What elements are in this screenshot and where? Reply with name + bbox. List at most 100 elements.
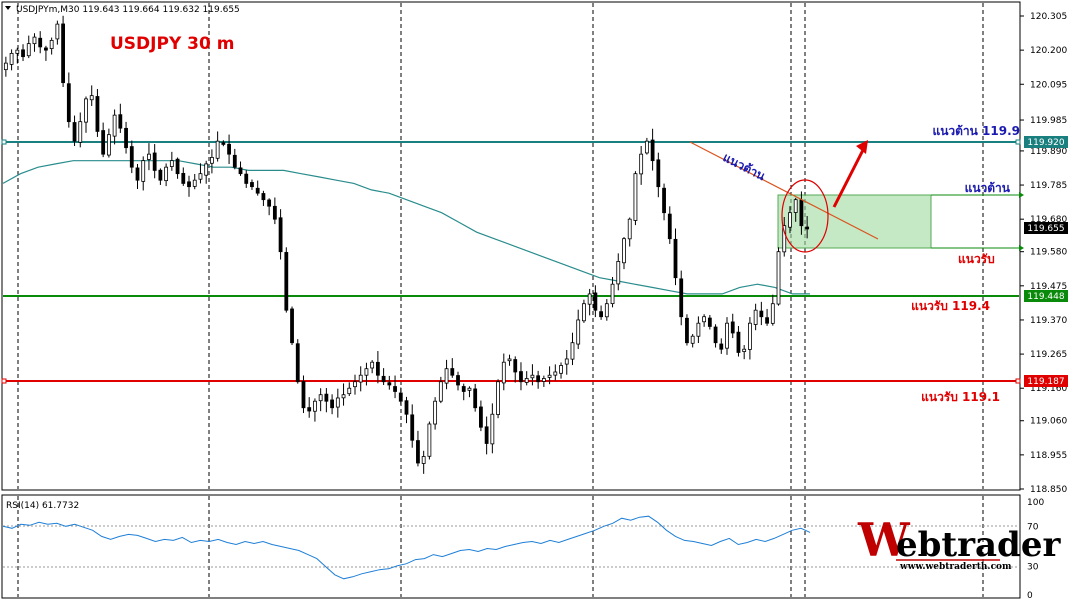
- candle-body: [175, 158, 180, 175]
- candle-body: [702, 316, 707, 323]
- webtrader-logo: W ebtrader www.webtraderth.com: [857, 513, 1061, 572]
- candle-body: [582, 303, 586, 322]
- moving-average-line: [2, 160, 810, 295]
- candle-body: [421, 456, 426, 464]
- price-tick-label: 119.785: [1030, 181, 1067, 191]
- candle-body: [444, 368, 449, 384]
- candle-body: [278, 217, 283, 253]
- support-low-handle[interactable]: [1, 378, 7, 384]
- rsi-level-lines: [3, 525, 1019, 568]
- candle-body: [313, 400, 317, 412]
- candle-body: [267, 199, 272, 207]
- candle-body: [553, 371, 558, 376]
- price-axis: 120.305 120.200 120.095 119.985 119.890 119.7…: [1020, 12, 1067, 495]
- candle-body: [301, 380, 306, 409]
- candle-body: [295, 343, 300, 383]
- price-tick-label: 120.200: [1030, 46, 1067, 56]
- symbol-info: USDJPYm,M30 119.643 119.664 119.632 119.…: [16, 5, 240, 15]
- candle-body: [685, 317, 689, 344]
- svg-text:119.448: 119.448: [1027, 292, 1064, 302]
- price-tick-label: 119.475: [1030, 282, 1067, 292]
- candle-body: [89, 95, 94, 101]
- rsi-tick-label: 0: [1027, 591, 1033, 601]
- current-price-tag: 119.655: [1024, 222, 1068, 234]
- price-tick-label: 118.850: [1030, 485, 1067, 495]
- rsi-panel-frame: [1, 494, 1021, 599]
- candle-body: [232, 154, 237, 168]
- resistance-handle-right[interactable]: [1015, 139, 1021, 145]
- highlight-ellipse: [781, 179, 829, 253]
- candle-body: [72, 122, 77, 142]
- candle-body: [187, 181, 191, 188]
- candle-body: [55, 23, 60, 40]
- candle-body: [347, 387, 352, 395]
- candle-body: [576, 319, 581, 345]
- candle-body: [490, 413, 495, 445]
- candle-body: [461, 386, 466, 392]
- candle-body: [616, 261, 621, 285]
- candle-body: [753, 309, 758, 325]
- candle-body: [501, 361, 506, 384]
- candle-body: [330, 399, 334, 409]
- collapse-triangle-icon[interactable]: [5, 6, 11, 10]
- candle-body: [370, 361, 375, 369]
- svg-text:119.920: 119.920: [1027, 138, 1064, 148]
- candle-body: [152, 152, 157, 171]
- candle-body: [398, 392, 403, 402]
- candle-body: [782, 225, 787, 253]
- candle-body: [742, 348, 747, 352]
- candle-body: [353, 381, 357, 388]
- candle-body: [416, 440, 420, 464]
- candle-body: [244, 173, 249, 184]
- resistance-handle[interactable]: [1, 139, 7, 145]
- candle-body: [255, 187, 260, 194]
- rsi-line: [2, 515, 811, 580]
- candle-body: [719, 343, 724, 350]
- rsi-axis: 100 70 30 0: [1027, 498, 1044, 601]
- rsi-tick-label: 30: [1027, 563, 1039, 573]
- candle-body: [341, 394, 346, 399]
- price-tick-label: 119.890: [1030, 147, 1067, 157]
- candle-body: [650, 139, 655, 162]
- candle-body: [799, 199, 804, 227]
- candle-body: [164, 166, 169, 182]
- candle-body: [759, 310, 764, 318]
- support-low-price-tag: 119.187: [1024, 375, 1068, 387]
- price-tick-label: 119.265: [1030, 350, 1067, 360]
- candle-body: [622, 238, 626, 264]
- candle-body: [748, 322, 752, 350]
- candle-body: [238, 167, 243, 175]
- candle-body: [776, 251, 781, 305]
- support-low-handle-right[interactable]: [1015, 378, 1021, 384]
- candle-body: [84, 98, 88, 123]
- candle-body: [530, 374, 535, 379]
- candle-body: [524, 378, 529, 383]
- candle-body: [141, 160, 146, 182]
- candle-body: [169, 160, 174, 167]
- candle-body: [290, 308, 294, 344]
- price-tick-label: 119.060: [1030, 417, 1067, 427]
- candle-body: [250, 182, 254, 188]
- candle-body: [438, 381, 443, 402]
- candle-body: [433, 400, 438, 425]
- svg-text:119.655: 119.655: [1027, 224, 1064, 234]
- candle-body: [404, 400, 409, 415]
- candle-body: [559, 365, 563, 374]
- candle-body: [358, 374, 363, 383]
- candle-body: [587, 293, 592, 305]
- candle-body: [118, 114, 123, 129]
- candle-body: [335, 397, 340, 408]
- candle-body: [38, 37, 43, 48]
- candle-body: [507, 358, 512, 362]
- candle-body: [261, 193, 266, 201]
- candle-body: [198, 173, 203, 180]
- candle-body: [707, 317, 712, 327]
- candle-body: [106, 134, 111, 156]
- candle-body: [593, 292, 598, 311]
- candle-body: [78, 121, 83, 143]
- candle-body: [639, 153, 644, 175]
- candle-body: [221, 142, 226, 145]
- candle-body: [375, 361, 380, 376]
- candle-body: [387, 382, 392, 386]
- candle-body: [765, 317, 769, 324]
